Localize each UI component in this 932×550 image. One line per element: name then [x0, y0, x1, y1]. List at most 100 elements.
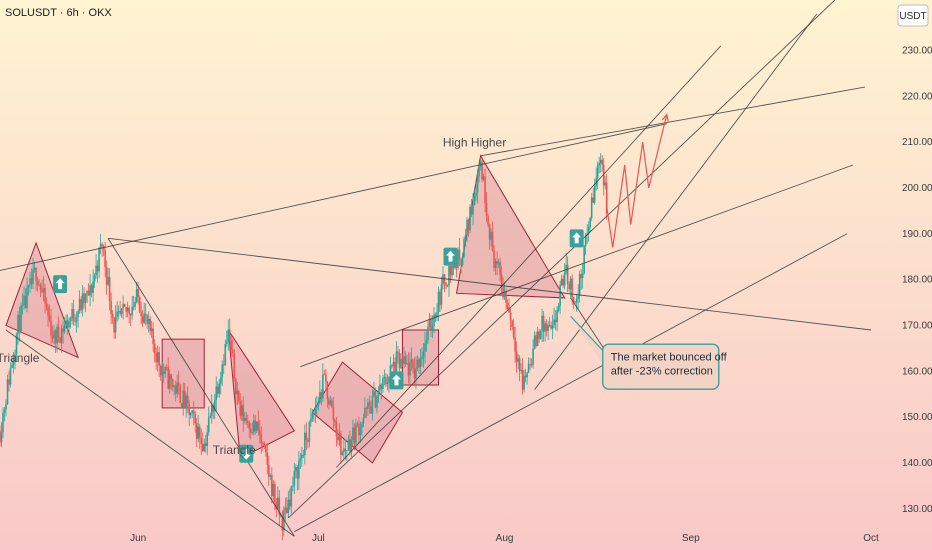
candle-down — [592, 188, 594, 204]
candle-up — [219, 371, 222, 395]
trendline-5[interactable] — [288, 0, 836, 519]
price-axis[interactable]: 130.00 140.00 150.00 160.00 170.00 180.00 190.… — [902, 45, 932, 514]
time-axis[interactable]: Jun Jul Aug Sep Oct — [130, 533, 879, 544]
candle-up — [317, 396, 320, 412]
candle-up — [442, 266, 444, 290]
candle-up — [301, 446, 303, 467]
candle-down — [62, 320, 64, 344]
trendline-8[interactable] — [336, 45, 722, 468]
candle-up — [120, 308, 123, 318]
candle-down — [460, 257, 462, 274]
candle-down — [334, 418, 336, 428]
candle-down — [368, 395, 371, 414]
candle-up — [5, 399, 7, 417]
candle-up — [0, 422, 3, 448]
arrow-up-icon[interactable] — [569, 229, 584, 248]
candle-down — [257, 410, 260, 436]
candle-down — [545, 319, 548, 337]
price-tick-label: 160.00 — [902, 366, 932, 377]
trendline-9[interactable] — [480, 86, 866, 157]
candle-down — [335, 416, 338, 447]
time-tick-label: Sep — [682, 533, 700, 544]
candle-down — [328, 397, 330, 410]
candle-up — [416, 355, 419, 371]
candle-up — [311, 409, 314, 422]
candle-down — [325, 369, 327, 392]
candle-down — [72, 299, 75, 326]
candle-up — [415, 356, 417, 389]
arrow-up-icon[interactable] — [389, 371, 404, 390]
candle-up — [11, 355, 13, 369]
candle-down — [138, 295, 141, 314]
arrow-down-icon[interactable] — [239, 444, 254, 463]
candle-down — [508, 298, 510, 313]
arrow-up-icon[interactable] — [443, 247, 458, 266]
candle-up — [215, 376, 218, 412]
candle-up — [283, 505, 285, 537]
trendline-3[interactable] — [107, 238, 295, 537]
candle-down — [542, 311, 545, 342]
candle-down — [337, 429, 339, 445]
currency-badge-label: USDT — [899, 11, 926, 22]
candle-up — [210, 394, 213, 424]
pattern-quad-4[interactable] — [311, 361, 404, 464]
candle-up — [527, 357, 530, 374]
candle-up — [503, 281, 506, 301]
candle-up — [86, 290, 88, 303]
candle-up — [38, 279, 40, 287]
candle-down — [248, 420, 251, 439]
trendline-10[interactable] — [534, 13, 818, 390]
pattern-triangle-1[interactable] — [5, 241, 79, 359]
symbol-label[interactable]: SOLUSDT · 6h · OKX — [5, 7, 112, 19]
candle-down — [499, 257, 501, 282]
arrow-up-icon[interactable] — [53, 275, 68, 294]
candle-up — [338, 423, 341, 447]
annotation-label[interactable]: Triangle — [213, 443, 256, 457]
time-tick-label: Jun — [130, 533, 146, 544]
candle-up — [341, 450, 344, 457]
candlestick-series — [0, 153, 608, 541]
candle-up — [132, 295, 135, 311]
candle-down — [36, 276, 39, 292]
candle-down — [344, 439, 347, 460]
candle-down — [485, 192, 488, 223]
candle-down — [195, 417, 198, 448]
candle-down — [108, 268, 111, 311]
price-tick-label: 140.00 — [902, 458, 932, 469]
candle-up — [440, 276, 443, 310]
trendline-2[interactable] — [108, 237, 872, 331]
candle-up — [189, 411, 192, 419]
candle-down — [123, 303, 126, 308]
candle-down — [258, 419, 261, 444]
currency-badge[interactable]: USDT — [897, 4, 929, 27]
trendline-4[interactable] — [5, 329, 295, 537]
candle-down — [481, 157, 483, 183]
trendline-1[interactable] — [0, 123, 667, 271]
candle-down — [105, 260, 108, 296]
candle-up — [382, 374, 384, 393]
trendline-6[interactable] — [294, 233, 848, 533]
annotation-label[interactable]: Triangle — [0, 351, 40, 365]
trendline-7[interactable] — [300, 164, 854, 368]
candle-down — [179, 383, 182, 404]
callout-box[interactable] — [602, 343, 720, 390]
candle-down — [146, 314, 148, 329]
candle-down — [535, 331, 537, 348]
candle-down — [484, 168, 486, 212]
candle-up — [329, 395, 332, 406]
candle-down — [246, 414, 249, 428]
candle-down — [302, 449, 305, 458]
projection-line[interactable] — [606, 114, 668, 248]
candle-up — [185, 392, 188, 418]
candle-down — [521, 358, 524, 395]
candle-up — [593, 178, 596, 205]
candle-down — [268, 455, 270, 486]
candle-down — [45, 297, 48, 311]
candle-down — [80, 296, 82, 314]
candle-down — [101, 241, 103, 257]
candle-down — [397, 345, 399, 364]
candle-up — [343, 437, 345, 461]
candle-down — [144, 303, 147, 326]
annotation-label[interactable]: High Higher — [443, 136, 506, 150]
candle-down — [313, 412, 315, 422]
